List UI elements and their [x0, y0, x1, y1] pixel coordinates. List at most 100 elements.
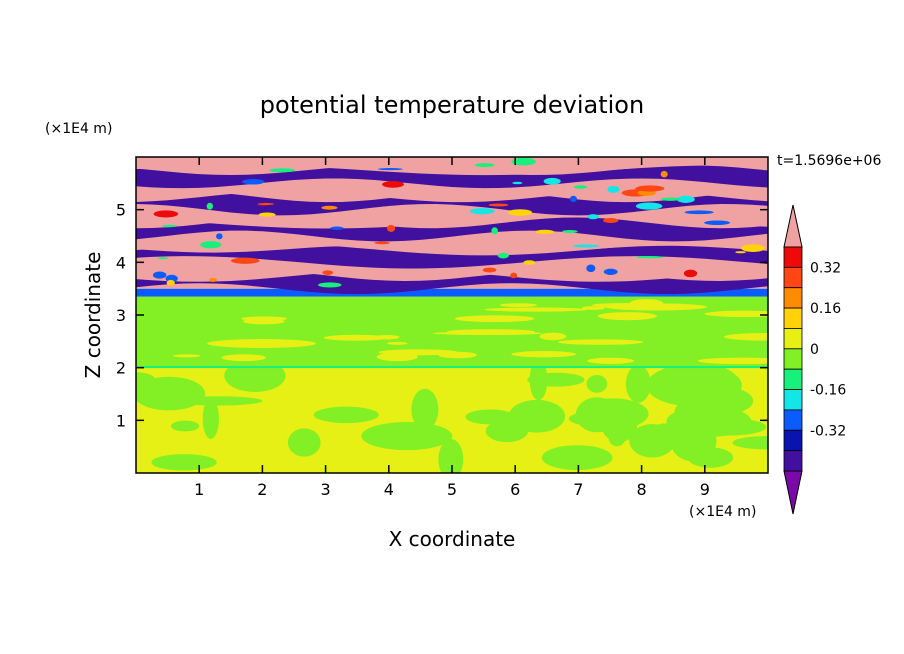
field-speckle	[474, 163, 495, 168]
field-speckle	[469, 208, 495, 215]
x-tick-label: 2	[257, 480, 267, 499]
x-ticks: 1 2 3 4 5 6 7 8 9	[194, 157, 710, 499]
field-streak	[242, 318, 285, 325]
colorbar-segment	[783, 450, 803, 472]
field-streak	[597, 312, 658, 321]
colorbar-segment	[783, 307, 803, 329]
field-blob	[170, 420, 200, 432]
field-streak	[557, 339, 644, 345]
field-speckle	[704, 220, 730, 225]
field-speckle	[511, 157, 536, 166]
field-blob	[224, 359, 286, 392]
x-tick-label: 3	[321, 480, 331, 499]
field-speckle	[603, 218, 619, 224]
x-tick-label: 5	[447, 480, 457, 499]
field-speckle	[317, 282, 342, 288]
field-speckle	[497, 252, 509, 259]
colorbar-tick-label: -0.32	[810, 423, 846, 439]
field-streak	[511, 351, 577, 358]
field-speckle	[741, 244, 765, 252]
field-speckle	[206, 202, 214, 210]
field-streak	[605, 303, 708, 311]
field-speckle	[683, 269, 698, 278]
field-blob	[369, 425, 415, 449]
y-tick-label: 2	[116, 359, 126, 378]
field-streak	[438, 351, 477, 359]
field-speckle	[162, 224, 178, 228]
field-speckle	[257, 202, 274, 206]
field-streak	[454, 315, 535, 323]
field-speckle	[523, 260, 536, 265]
field-speckle	[586, 264, 596, 273]
field-blob	[438, 438, 464, 473]
field-streak	[221, 354, 267, 362]
field-streak	[539, 332, 567, 341]
colorbar-tick-label: -0.16	[810, 383, 846, 399]
field-blob	[485, 420, 529, 443]
field-line	[136, 366, 768, 369]
field-blob	[646, 364, 742, 407]
colorbar-segment	[783, 287, 803, 309]
x-tick-label: 9	[700, 480, 710, 499]
field-blob	[313, 406, 379, 424]
field-speckle	[321, 205, 338, 210]
field-speckle	[507, 209, 533, 216]
field-streak	[581, 306, 606, 310]
colorbar-tick-label: 0.16	[810, 301, 841, 317]
field-streak	[432, 331, 543, 336]
colorbar-segment	[783, 389, 803, 411]
colorbar-segment	[783, 368, 803, 390]
field-streak	[697, 357, 768, 365]
colorbar-extend-min	[783, 470, 803, 515]
field-blob	[202, 398, 219, 440]
y-unit-label: (×1E4 m)	[45, 121, 112, 137]
field-blob	[625, 365, 651, 403]
field-streak	[704, 310, 768, 318]
colorbar-segment	[783, 429, 803, 452]
field-speckle	[488, 203, 509, 207]
field-band	[136, 177, 768, 203]
field-speckle	[322, 270, 334, 275]
y-ticks: 1 2 3 4 5	[116, 201, 768, 430]
field-speckle	[153, 210, 179, 218]
field-band	[136, 232, 768, 253]
field-speckle	[635, 255, 664, 259]
field-speckle	[603, 268, 618, 275]
field-blob	[674, 397, 719, 428]
x-tick-label: 7	[573, 480, 583, 499]
field-band	[136, 256, 768, 282]
field-speckle	[200, 241, 222, 249]
field-blob	[541, 445, 613, 471]
field-streak	[723, 332, 768, 341]
colorbar-segment	[783, 409, 803, 431]
field-band	[136, 190, 768, 216]
field-streak	[387, 341, 408, 345]
field-blob	[287, 428, 321, 457]
colorbar-segment	[783, 266, 803, 289]
field-speckle	[573, 185, 588, 189]
field-speckle	[166, 279, 175, 286]
field-speckle	[152, 271, 167, 279]
field-blob	[732, 436, 768, 450]
field-speckle	[157, 257, 169, 260]
time-label: t=1.5696e+06	[777, 153, 881, 169]
field-speckle	[684, 210, 714, 215]
field-band	[136, 242, 768, 269]
field-speckle	[230, 257, 260, 264]
field-speckle	[635, 202, 663, 210]
field-speckle	[482, 267, 497, 273]
x-unit-label: (×1E4 m)	[689, 504, 756, 520]
field-streak	[172, 354, 201, 358]
field-streak	[323, 334, 389, 341]
field-speckle	[660, 170, 668, 178]
field-streak	[499, 303, 538, 308]
y-tick-label: 5	[116, 201, 126, 220]
field-speckle	[382, 180, 404, 188]
field-streak	[376, 352, 418, 362]
field-blob	[586, 374, 608, 393]
field-blob	[411, 388, 439, 430]
y-tick-label: 3	[116, 306, 126, 325]
field-speckle	[242, 179, 265, 185]
field-speckle	[512, 181, 523, 185]
field-streak	[587, 357, 635, 364]
